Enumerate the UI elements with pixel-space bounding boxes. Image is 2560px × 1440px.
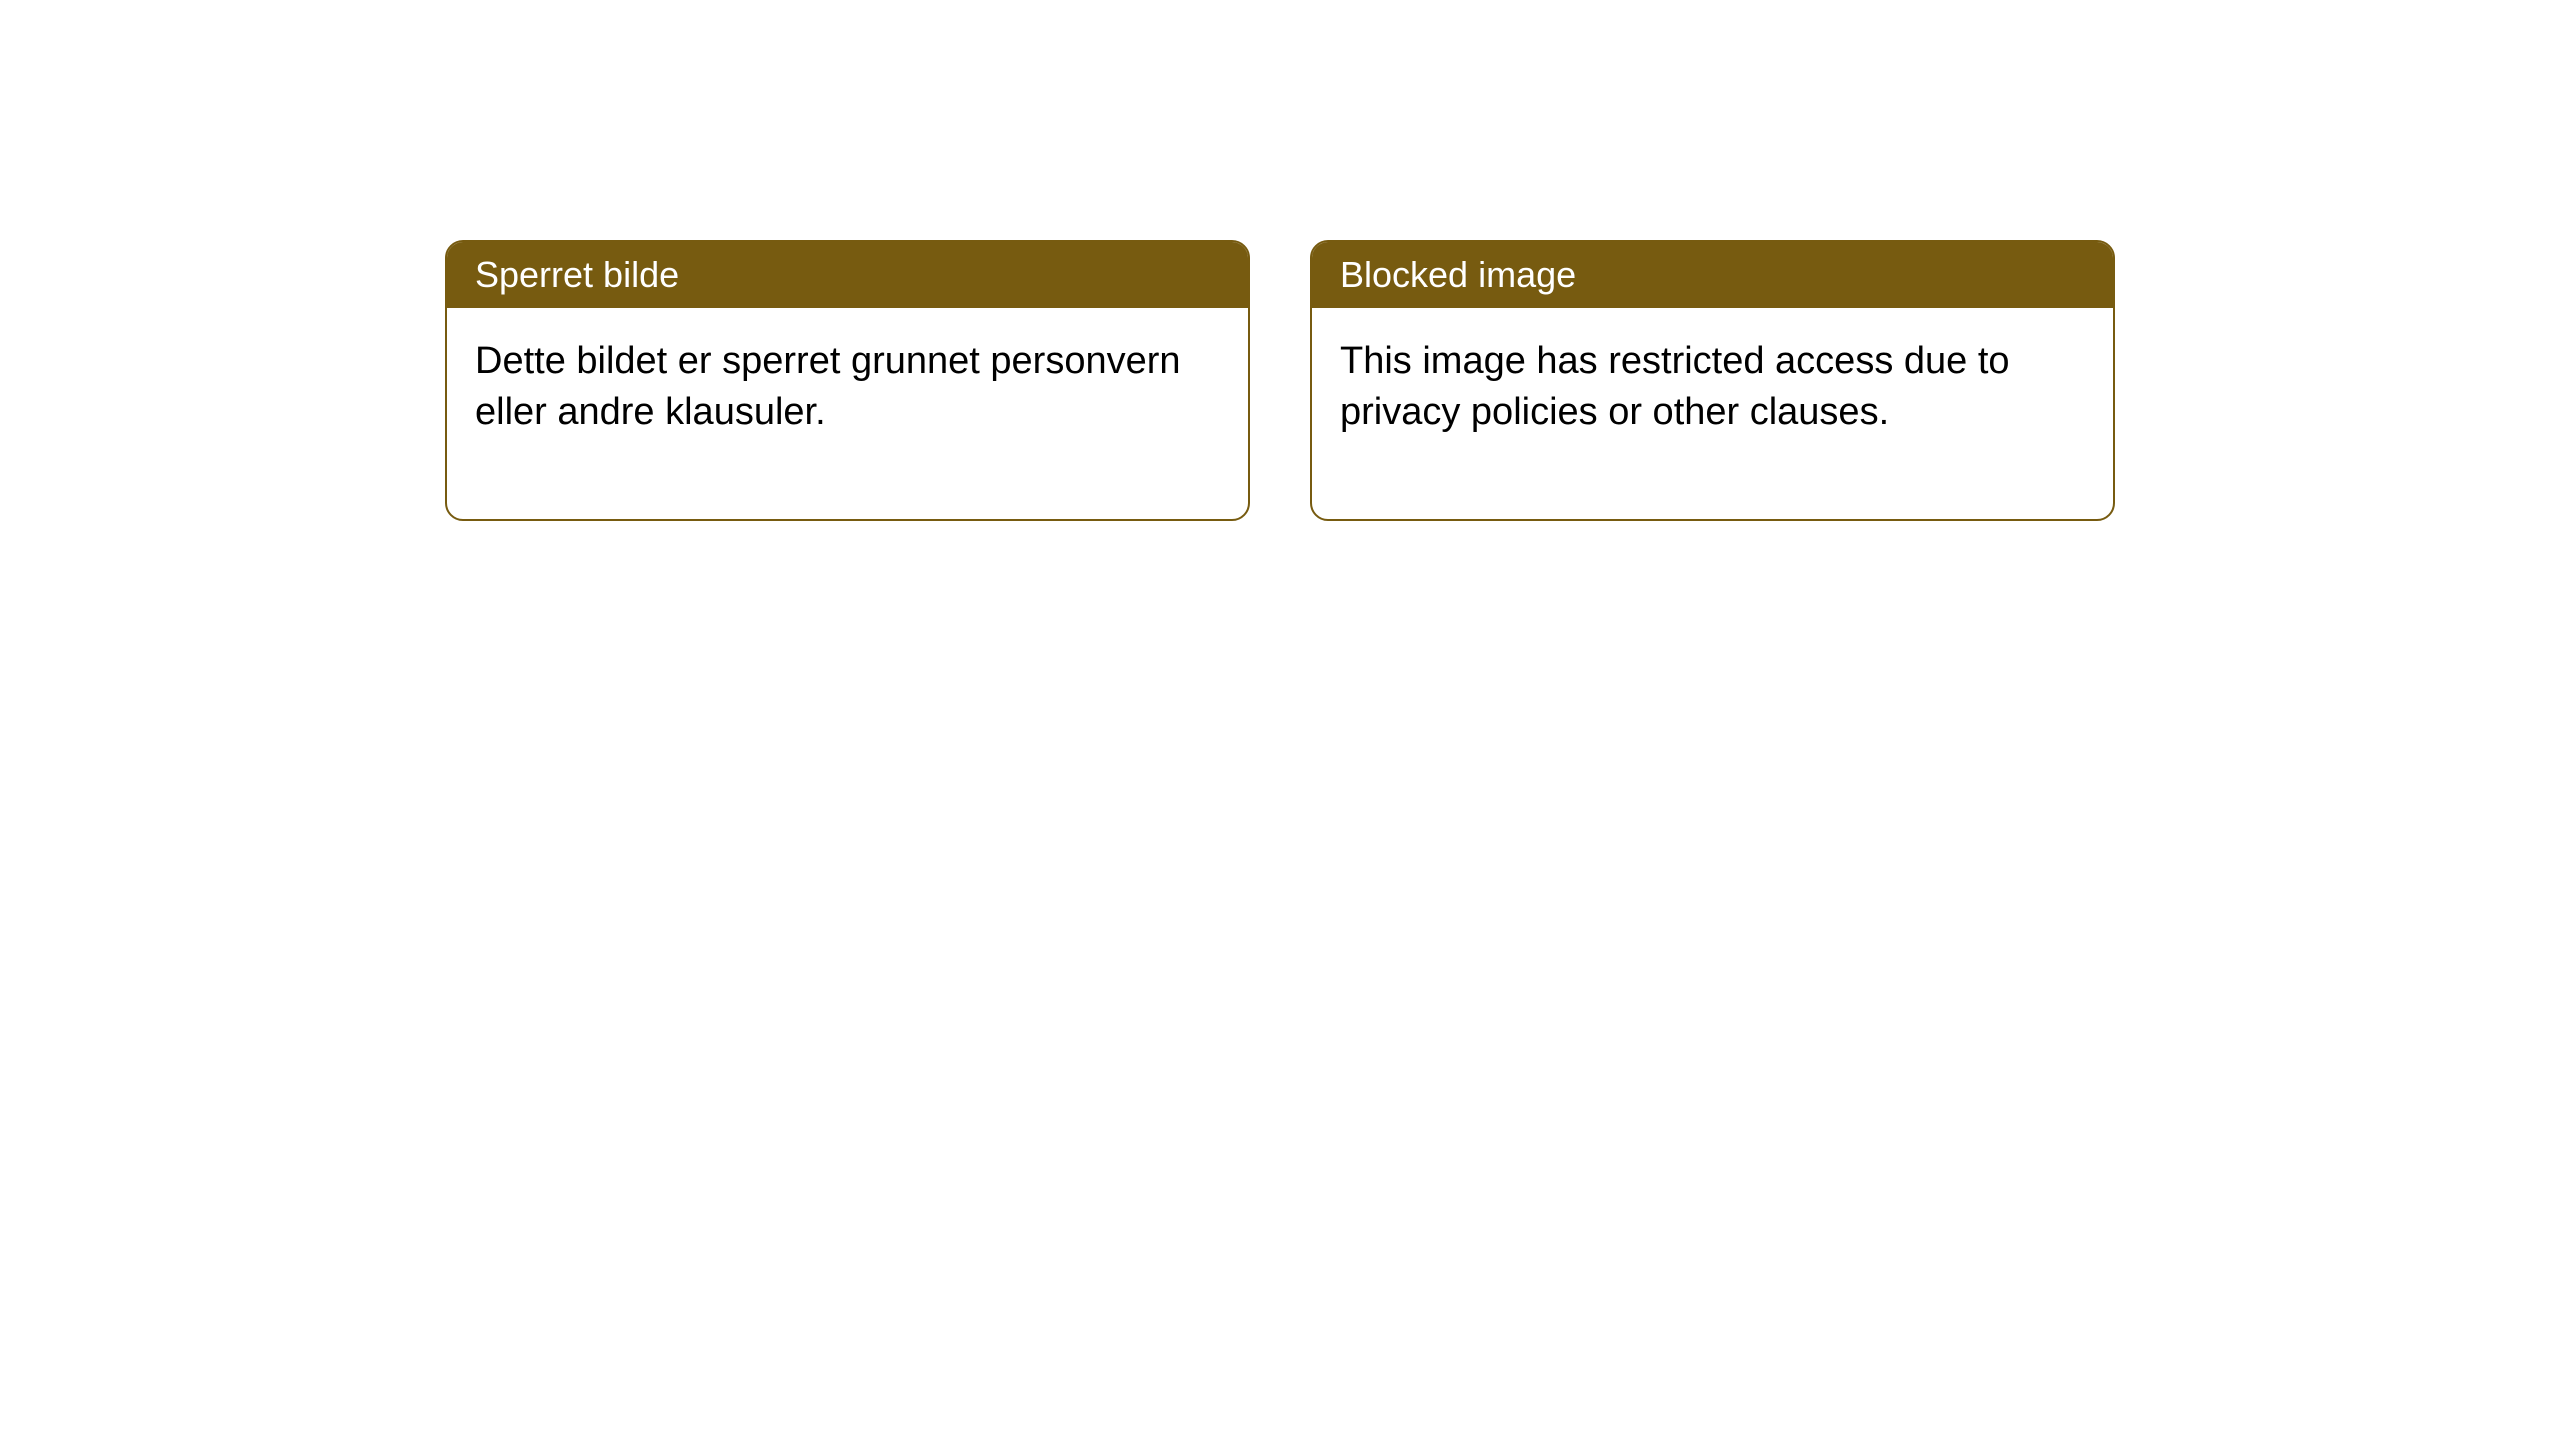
notice-title-norwegian: Sperret bilde <box>447 242 1248 308</box>
notice-card-english: Blocked image This image has restricted … <box>1310 240 2115 521</box>
notice-body-norwegian: Dette bildet er sperret grunnet personve… <box>447 308 1248 519</box>
notice-body-english: This image has restricted access due to … <box>1312 308 2113 519</box>
notice-card-norwegian: Sperret bilde Dette bildet er sperret gr… <box>445 240 1250 521</box>
notice-title-english: Blocked image <box>1312 242 2113 308</box>
notice-container: Sperret bilde Dette bildet er sperret gr… <box>445 240 2115 521</box>
